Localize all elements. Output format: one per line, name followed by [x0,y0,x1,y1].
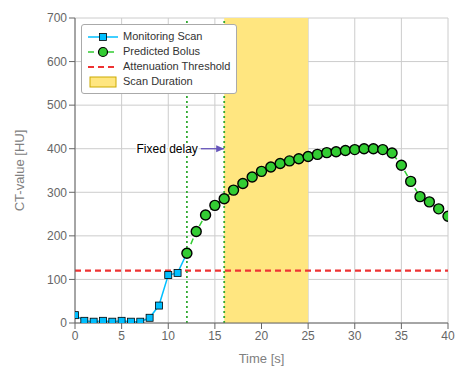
svg-text:10: 10 [162,329,176,343]
html-text:Attenuation Threshold: Attenuation Threshold [123,60,231,72]
svg-text:0: 0 [72,329,79,343]
svg-text:400: 400 [47,142,67,156]
svg-text:700: 700 [47,11,67,25]
svg-text:500: 500 [47,98,67,112]
svg-text:20: 20 [255,329,269,343]
svg-text:25: 25 [301,329,315,343]
svg-text:300: 300 [47,186,67,200]
svg-text:5: 5 [118,329,125,343]
html-text:Predicted Bolus: Predicted Bolus [123,45,200,57]
svg-text:CT-value [HU]: CT-value [HU] [12,130,27,212]
svg-text:200: 200 [47,229,67,243]
html-text:Monitoring Scan: Monitoring Scan [123,30,203,42]
svg-text:15: 15 [208,329,222,343]
html-text:Scan Duration: Scan Duration [123,75,193,87]
svg-text:35: 35 [395,329,409,343]
svg-text:0: 0 [60,316,67,330]
svg-text:30: 30 [348,329,362,343]
svg-text:600: 600 [47,55,67,69]
svg-text:Time [s]: Time [s] [239,351,285,366]
svg-text:40: 40 [441,329,455,343]
svg-text:100: 100 [47,273,67,287]
svg-text:Fixed delay: Fixed delay [137,142,198,156]
